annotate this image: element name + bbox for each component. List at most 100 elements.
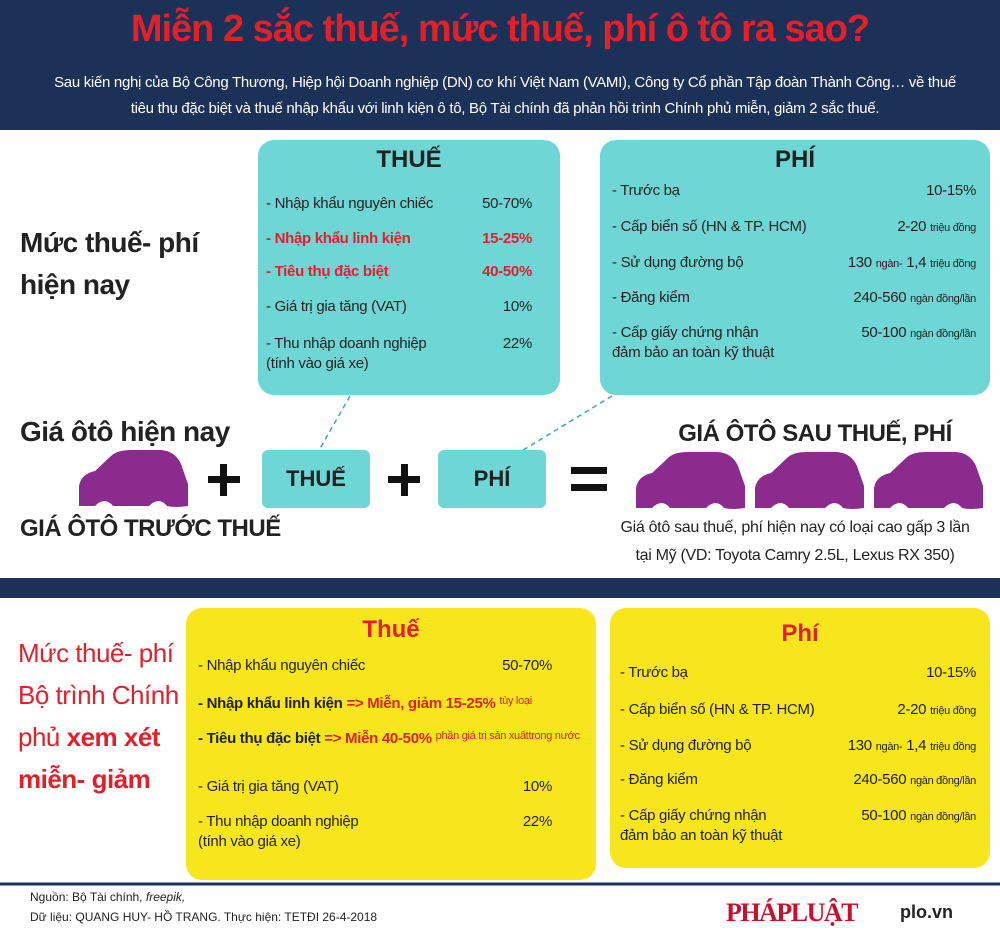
row-label: - Cấp giấy chứng nhận bbox=[620, 807, 767, 824]
label-text: - Nhập khẩu nguyên chiếc bbox=[198, 657, 366, 674]
row-value: 130 ngàn- 1,4 triệu đồng bbox=[847, 254, 977, 271]
unit: ngàn- bbox=[875, 741, 903, 753]
label-text: - Cấp biển số (HN & TP. HCM) bbox=[612, 218, 807, 235]
row-label: - Thu nhập doanh nghiệp bbox=[266, 335, 427, 352]
row-label: - Tiêu thụ đặc biệt => Miễn 40-50% phần … bbox=[198, 730, 580, 747]
row-label: - Đăng kiểm bbox=[612, 289, 690, 306]
value: 50-100 bbox=[861, 324, 907, 341]
label-line: hiện nay bbox=[20, 269, 130, 300]
value: 10-15% bbox=[926, 664, 976, 681]
row-label: - Cấp biển số (HN & TP. HCM) bbox=[612, 218, 807, 235]
label-text: - Cấp giấy chứng nhận bbox=[612, 324, 759, 341]
unit: ngàn- bbox=[875, 258, 903, 270]
label-text: - Nhập khẩu linh kiện bbox=[198, 695, 343, 712]
credits: Dữ liệu: QUANG HUY- HỒ TRANG. Thực hiện:… bbox=[30, 910, 378, 924]
car bbox=[79, 450, 188, 507]
plus-sign bbox=[208, 464, 240, 496]
logo: PHÁPLUẬT bbox=[726, 898, 859, 927]
label-text: - Sử dụng đường bộ bbox=[620, 737, 752, 754]
row-value: 22% bbox=[503, 335, 532, 352]
label-text: - Trước bạ bbox=[612, 182, 680, 199]
source-italic: freepik, bbox=[145, 890, 186, 904]
label-text: - Đăng kiểm bbox=[612, 289, 690, 306]
value: 130 bbox=[847, 254, 872, 271]
row-value: 240-560 ngàn đồng/lần bbox=[853, 289, 976, 306]
action-note: phần giá trị sản xuấttrong nước bbox=[436, 730, 580, 743]
note-line: trong nước bbox=[528, 730, 580, 742]
value: 22% bbox=[502, 335, 532, 352]
row-value: 50-70% bbox=[482, 195, 532, 212]
action: => Miễn bbox=[324, 730, 379, 747]
row-value: 50-100 ngàn đồng/lần bbox=[861, 324, 976, 341]
value: 22% bbox=[522, 813, 552, 830]
row-value: 50-70% bbox=[502, 657, 552, 674]
label-text: - Cấp biển số (HN & TP. HCM) bbox=[620, 701, 815, 718]
value: 10% bbox=[522, 778, 552, 795]
unit: ngàn đồng/lần bbox=[910, 811, 976, 823]
row-label: - Nhập khẩu linh kiện bbox=[266, 230, 411, 247]
action-note: tùy loại bbox=[499, 695, 532, 708]
label-text: - Nhập khẩu linh kiện bbox=[266, 230, 411, 247]
row-value: 15-25% bbox=[482, 230, 532, 247]
tax-box: Thuế - Nhập khẩu nguyên chiếc 50-70% - Nh… bbox=[186, 608, 596, 880]
intro: Sau kiến nghị của Bộ Công Thương, Hiệp h… bbox=[54, 74, 956, 117]
separator bbox=[0, 578, 1000, 598]
unit: triệu đồng bbox=[930, 741, 976, 753]
result-note: Giá ôtô sau thuế, phí hiện nay có loại c… bbox=[600, 514, 990, 570]
row-value: 2-20 triệu đồng bbox=[897, 701, 976, 718]
value: 130 bbox=[847, 737, 872, 754]
label-text: - Thu nhập doanh nghiệp bbox=[198, 813, 359, 830]
row-value: 10-15% bbox=[926, 664, 976, 681]
note-line: tùy loại bbox=[499, 695, 532, 707]
row-value: 10% bbox=[503, 298, 532, 315]
label-line: miễn- giảm bbox=[18, 764, 151, 794]
car bbox=[636, 452, 745, 509]
box-title: Phí bbox=[781, 620, 819, 647]
value: 50-70% bbox=[502, 657, 552, 674]
value: 50-70% bbox=[482, 195, 532, 212]
value: 2-20 bbox=[897, 218, 927, 235]
rate: 40-50% bbox=[381, 730, 432, 747]
row-label: - Giá trị gia tăng (VAT) bbox=[266, 298, 407, 315]
unit: triệu đồng bbox=[930, 222, 976, 234]
row-label: - Thu nhập doanh nghiệp bbox=[198, 813, 359, 830]
value: 40-50% bbox=[482, 263, 532, 280]
unit: ngàn đồng/lần bbox=[910, 775, 976, 787]
plus-sign bbox=[388, 464, 420, 496]
tax-chip: THUẾ bbox=[262, 450, 370, 508]
value: 240-560 bbox=[853, 289, 907, 306]
fee-box: PHÍ - Trước bạ 10-15% - Cấp biển số (HN &… bbox=[600, 140, 990, 395]
section-label: Mức thuế- phí Bộ trình Chính phủ xem xét… bbox=[18, 632, 179, 800]
label-line: Bộ trình Chính bbox=[18, 680, 179, 710]
note-line: Giá ôtô sau thuế, phí hiện nay có loại c… bbox=[620, 519, 970, 536]
row-label: - Cấp biển số (HN & TP. HCM) bbox=[620, 701, 815, 718]
car bbox=[755, 452, 864, 509]
label-text: - Thu nhập doanh nghiệp bbox=[266, 335, 427, 352]
row-label: - Giá trị gia tăng (VAT) bbox=[198, 778, 339, 795]
car-caption: GIÁ ÔTÔ TRƯỚC THUẾ bbox=[20, 515, 281, 542]
note-line: phần giá trị sản xuất bbox=[435, 730, 529, 742]
label-bold: xem xét bbox=[66, 722, 161, 752]
source-text: Nguồn: Bộ Tài chính, bbox=[30, 890, 143, 904]
label-text: - Cấp giấy chứng nhận bbox=[620, 807, 767, 824]
fee-box: Phí - Trước bạ 10-15% - Cấp biển số (HN &… bbox=[610, 608, 990, 868]
connector bbox=[519, 395, 613, 453]
box-title: Thuế bbox=[362, 616, 420, 643]
label-text: - Tiêu thụ đặc biệt bbox=[266, 263, 389, 280]
section-label: Mức thuế- phí hiện nay bbox=[20, 222, 199, 306]
fee-chip: PHÍ bbox=[438, 450, 546, 508]
value: 240-560 bbox=[853, 771, 907, 788]
row-value: 40-50% bbox=[482, 263, 532, 280]
label-text: - Giá trị gia tăng (VAT) bbox=[198, 778, 339, 795]
label-line: Mức thuế- phí bbox=[20, 227, 199, 258]
row-label: - Trước bạ bbox=[620, 664, 688, 681]
label-line: Mức thuế- phí bbox=[18, 638, 174, 668]
car-label: Giá ôtô hiện nay bbox=[20, 416, 230, 447]
label-text: - Giá trị gia tăng (VAT) bbox=[266, 298, 407, 315]
connector bbox=[317, 395, 351, 453]
unit: ngàn đồng/lần bbox=[910, 328, 976, 340]
row-label: - Đăng kiểm bbox=[620, 771, 698, 788]
result-title: GIÁ ÔTÔ SAU THUẾ, PHÍ bbox=[678, 420, 952, 447]
tax-box: THUẾ - Nhập khẩu nguyên chiếc 50-70% - Nh… bbox=[258, 140, 560, 395]
